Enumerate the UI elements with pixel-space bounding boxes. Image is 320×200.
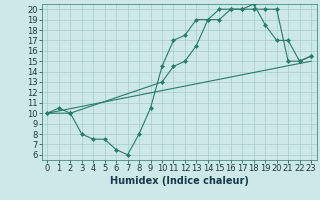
X-axis label: Humidex (Indice chaleur): Humidex (Indice chaleur) [110,176,249,186]
